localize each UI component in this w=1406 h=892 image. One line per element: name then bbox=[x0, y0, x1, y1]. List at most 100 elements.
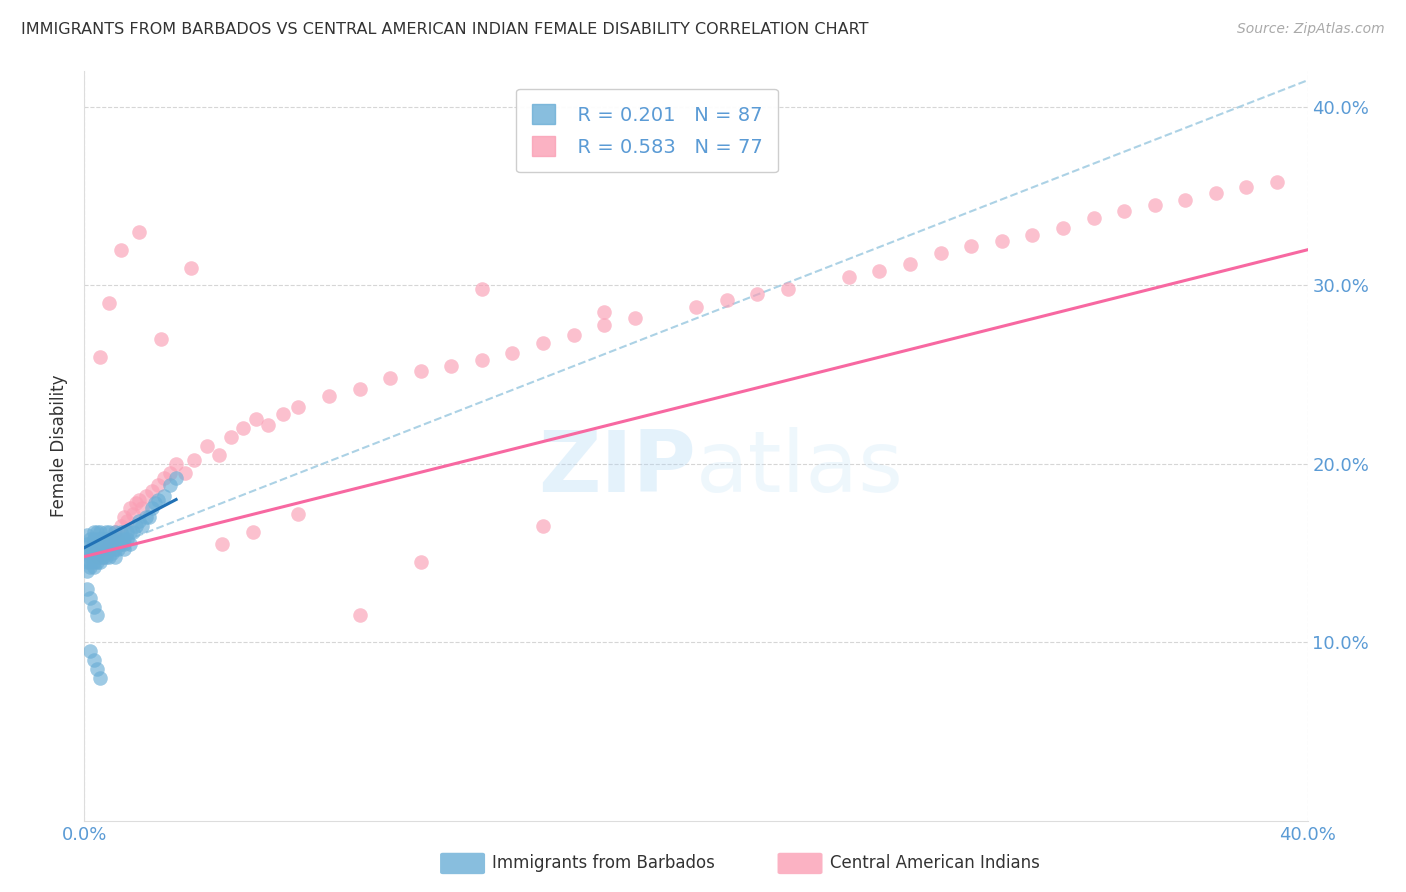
Point bbox=[349, 608, 371, 623]
Point bbox=[115, 514, 138, 528]
Point bbox=[409, 364, 432, 378]
Point bbox=[79, 549, 101, 564]
Point bbox=[593, 318, 616, 332]
Point bbox=[83, 549, 105, 564]
Point bbox=[180, 260, 202, 275]
Text: Source: ZipAtlas.com: Source: ZipAtlas.com bbox=[1237, 22, 1385, 37]
Point bbox=[287, 507, 309, 521]
Point bbox=[531, 519, 554, 533]
Point bbox=[1174, 193, 1197, 207]
Point bbox=[471, 353, 494, 368]
Text: atlas: atlas bbox=[696, 427, 904, 510]
Point bbox=[89, 537, 111, 551]
Point bbox=[76, 555, 98, 569]
Point bbox=[86, 546, 108, 560]
Point bbox=[89, 532, 111, 546]
Point bbox=[1021, 228, 1043, 243]
Point bbox=[94, 524, 117, 539]
Point bbox=[115, 532, 138, 546]
Point bbox=[94, 537, 117, 551]
Point bbox=[685, 300, 707, 314]
Point bbox=[110, 524, 132, 539]
Point bbox=[125, 496, 148, 510]
Point bbox=[76, 582, 98, 596]
Point bbox=[91, 546, 114, 560]
Point bbox=[83, 599, 105, 614]
Point bbox=[531, 335, 554, 350]
Point bbox=[128, 514, 150, 528]
Point bbox=[245, 412, 267, 426]
Text: Immigrants from Barbados: Immigrants from Barbados bbox=[492, 855, 716, 872]
Point bbox=[89, 546, 111, 560]
Point bbox=[94, 532, 117, 546]
Point bbox=[159, 466, 181, 480]
Point bbox=[898, 257, 921, 271]
Point bbox=[86, 662, 108, 676]
Point bbox=[112, 542, 135, 557]
Text: Central American Indians: Central American Indians bbox=[830, 855, 1039, 872]
Point bbox=[165, 471, 187, 485]
Point bbox=[83, 532, 105, 546]
Point bbox=[716, 293, 738, 307]
Point bbox=[79, 560, 101, 574]
Point bbox=[165, 457, 187, 471]
Point bbox=[107, 537, 129, 551]
Point bbox=[83, 537, 105, 551]
Point bbox=[79, 546, 101, 560]
Point bbox=[131, 501, 153, 516]
Point bbox=[104, 537, 127, 551]
Point bbox=[440, 359, 463, 373]
Point bbox=[79, 644, 101, 658]
Point bbox=[562, 328, 585, 343]
Point bbox=[502, 346, 524, 360]
Point bbox=[153, 489, 176, 503]
Point bbox=[135, 489, 157, 503]
Point bbox=[107, 532, 129, 546]
Point bbox=[349, 382, 371, 396]
Point bbox=[143, 496, 166, 510]
Point bbox=[929, 246, 952, 260]
Point bbox=[120, 524, 142, 539]
Point bbox=[91, 549, 114, 564]
Point bbox=[219, 430, 242, 444]
Legend:   R = 0.201   N = 87,   R = 0.583   N = 77: R = 0.201 N = 87, R = 0.583 N = 77 bbox=[516, 88, 778, 172]
Point bbox=[110, 519, 132, 533]
Text: IMMIGRANTS FROM BARBADOS VS CENTRAL AMERICAN INDIAN FEMALE DISABILITY CORRELATIO: IMMIGRANTS FROM BARBADOS VS CENTRAL AMER… bbox=[21, 22, 869, 37]
Point bbox=[83, 546, 105, 560]
Point bbox=[122, 524, 145, 539]
Point bbox=[112, 510, 135, 524]
Point bbox=[83, 560, 105, 574]
Point bbox=[104, 542, 127, 557]
Point bbox=[86, 532, 108, 546]
Point bbox=[141, 501, 163, 516]
Point bbox=[89, 555, 111, 569]
Point bbox=[471, 282, 494, 296]
Point bbox=[97, 296, 120, 310]
Point bbox=[138, 510, 160, 524]
Point bbox=[624, 310, 647, 325]
Point bbox=[112, 537, 135, 551]
Point bbox=[97, 524, 120, 539]
Point bbox=[208, 448, 231, 462]
Point bbox=[120, 537, 142, 551]
Point bbox=[776, 282, 799, 296]
Point bbox=[76, 564, 98, 578]
Point bbox=[146, 492, 169, 507]
Point bbox=[1083, 211, 1105, 225]
Point bbox=[318, 389, 340, 403]
Point bbox=[380, 371, 402, 385]
Point bbox=[409, 555, 432, 569]
Point bbox=[86, 524, 108, 539]
Point bbox=[1114, 203, 1136, 218]
Point bbox=[76, 537, 98, 551]
Point bbox=[1265, 175, 1288, 189]
Point bbox=[89, 549, 111, 564]
Point bbox=[128, 492, 150, 507]
Point bbox=[86, 555, 108, 569]
Point bbox=[149, 332, 172, 346]
Point bbox=[101, 537, 124, 551]
Point bbox=[1052, 221, 1074, 235]
Point bbox=[104, 549, 127, 564]
Point bbox=[79, 555, 101, 569]
Point bbox=[115, 524, 138, 539]
